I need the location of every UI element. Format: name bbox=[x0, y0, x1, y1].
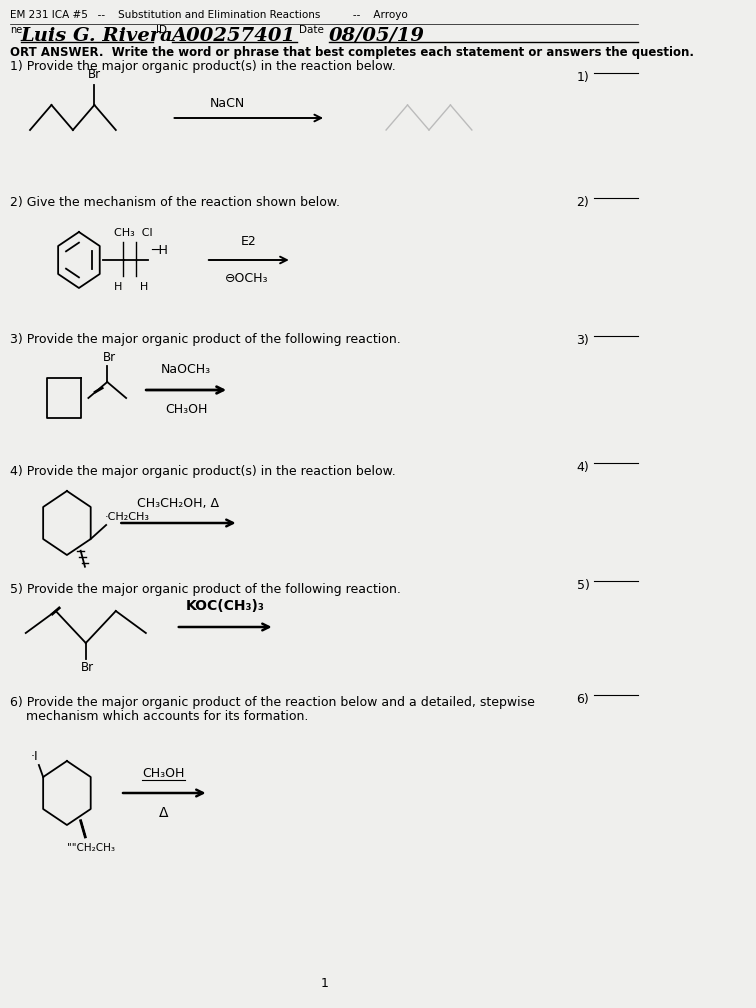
Text: CH₃OH: CH₃OH bbox=[165, 403, 207, 416]
Text: ne: ne bbox=[11, 25, 23, 35]
Text: Br: Br bbox=[103, 351, 116, 364]
Text: EM 231 ICA #5   --    Substitution and Elimination Reactions          --    Arro: EM 231 ICA #5 -- Substitution and Elimin… bbox=[11, 10, 408, 20]
Text: ·CH₂CH₃: ·CH₂CH₃ bbox=[104, 512, 150, 522]
Text: 1): 1) bbox=[577, 71, 589, 84]
Text: Date: Date bbox=[299, 25, 324, 35]
Text: 5): 5) bbox=[577, 579, 590, 592]
Text: Br: Br bbox=[81, 661, 94, 674]
Text: 1: 1 bbox=[321, 977, 328, 990]
Text: CH₃CH₂OH, Δ: CH₃CH₂OH, Δ bbox=[138, 497, 219, 510]
Text: 6) Provide the major organic product of the reaction below and a detailed, stepw: 6) Provide the major organic product of … bbox=[11, 696, 535, 709]
Text: Br: Br bbox=[88, 68, 101, 81]
Text: A00257401: A00257401 bbox=[172, 27, 296, 45]
Text: H     H: H H bbox=[114, 282, 148, 292]
Text: CH₃  Cl: CH₃ Cl bbox=[114, 228, 153, 238]
Text: 4) Provide the major organic product(s) in the reaction below.: 4) Provide the major organic product(s) … bbox=[11, 465, 396, 478]
Text: 3) Provide the major organic product of the following reaction.: 3) Provide the major organic product of … bbox=[11, 333, 401, 346]
Text: 2) Give the mechanism of the reaction shown below.: 2) Give the mechanism of the reaction sh… bbox=[11, 196, 340, 209]
Text: ─H: ─H bbox=[151, 244, 168, 257]
Text: 4): 4) bbox=[577, 461, 589, 474]
Text: 08/05/19: 08/05/19 bbox=[329, 27, 425, 45]
Text: 3): 3) bbox=[577, 334, 589, 347]
Text: NaCN: NaCN bbox=[209, 97, 245, 110]
Text: KOC(CH₃)₃: KOC(CH₃)₃ bbox=[185, 599, 264, 613]
Text: Δ: Δ bbox=[159, 806, 169, 820]
Text: 6): 6) bbox=[577, 694, 589, 706]
Text: 2): 2) bbox=[577, 196, 589, 209]
Text: CH₃OH: CH₃OH bbox=[143, 767, 185, 780]
Text: ""CH₂CH₃: ""CH₂CH₃ bbox=[67, 843, 115, 853]
Text: E2: E2 bbox=[241, 235, 257, 248]
Text: 5) Provide the major organic product of the following reaction.: 5) Provide the major organic product of … bbox=[11, 583, 401, 596]
Text: 1) Provide the major organic product(s) in the reaction below.: 1) Provide the major organic product(s) … bbox=[11, 60, 396, 73]
Text: NaOCH₃: NaOCH₃ bbox=[161, 363, 211, 376]
Text: ⊖OCH₃: ⊖OCH₃ bbox=[225, 272, 269, 285]
Text: ORT ANSWER.  Write the word or phrase that best completes each statement or answ: ORT ANSWER. Write the word or phrase tha… bbox=[11, 46, 694, 59]
Text: mechanism which accounts for its formation.: mechanism which accounts for its formati… bbox=[11, 710, 308, 723]
Text: ·I: ·I bbox=[31, 750, 39, 763]
Text: ID: ID bbox=[156, 25, 167, 35]
Text: Luis G. Rivera: Luis G. Rivera bbox=[20, 27, 173, 45]
